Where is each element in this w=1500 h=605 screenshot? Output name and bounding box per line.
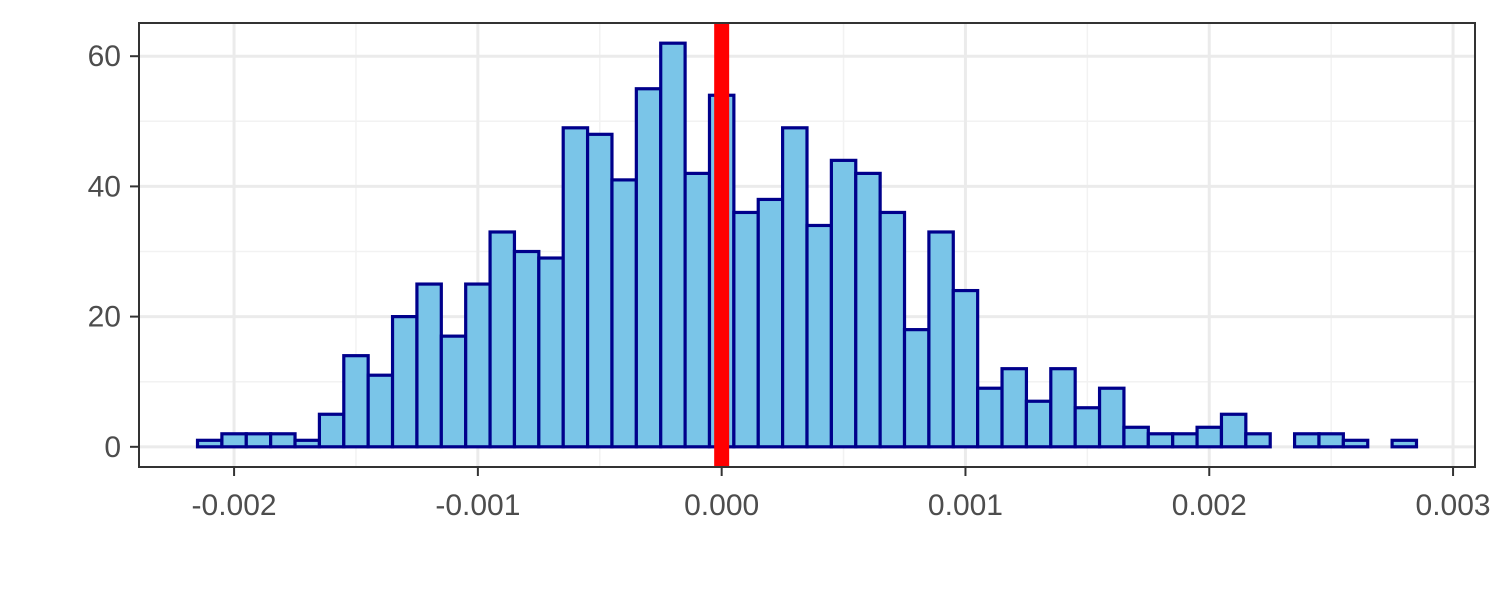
x-tick-label: -0.001 <box>435 489 520 522</box>
y-tick-label: 60 <box>88 40 121 73</box>
y-tick-label: 20 <box>88 301 121 334</box>
histogram-bar <box>537 256 565 449</box>
histogram-bar <box>293 438 322 449</box>
histogram-bar <box>1341 438 1370 449</box>
histogram-bar <box>1171 432 1199 449</box>
histogram-bar <box>756 197 785 449</box>
x-tick-label: 0.003 <box>1416 489 1491 522</box>
histogram-bar <box>342 354 370 449</box>
histogram-bar <box>659 41 687 449</box>
histogram-bar <box>1097 386 1126 449</box>
histogram-bar <box>1049 367 1077 449</box>
histogram-bar <box>512 249 541 449</box>
histogram-bar <box>610 178 638 449</box>
histogram-bar <box>878 210 907 449</box>
histogram-bar <box>805 223 833 449</box>
histogram-bar <box>683 171 712 449</box>
y-tick-label: 0 <box>104 431 121 464</box>
histogram-bar <box>464 282 492 449</box>
histogram-bar <box>269 432 297 449</box>
histogram-bar <box>951 288 980 449</box>
histogram-bar <box>829 158 858 449</box>
histogram-bar <box>1195 425 1224 449</box>
histogram-bar <box>244 432 273 449</box>
histogram-bars <box>195 41 1419 449</box>
histogram-bar <box>439 334 468 449</box>
histogram-bar <box>390 315 419 449</box>
histogram-bar <box>1244 432 1272 449</box>
histogram-bar <box>854 171 882 449</box>
histogram-bar <box>781 126 809 449</box>
histogram-bar <box>220 432 248 449</box>
x-axis: -0.002 -0.001 0.000 0.001 0.002 0.003 <box>192 467 1491 522</box>
histogram-bar <box>1292 432 1321 449</box>
histogram-bar <box>1073 406 1102 449</box>
histogram-bar <box>1317 432 1345 449</box>
histogram-bar <box>585 132 614 449</box>
histogram-bar <box>366 373 395 449</box>
x-tick-label: 0.000 <box>684 489 759 522</box>
histogram-bar <box>634 87 663 449</box>
histogram-bar <box>976 386 1004 449</box>
histogram-bar <box>488 230 517 449</box>
y-tick-label: 40 <box>88 170 121 203</box>
x-tick-label: 0.002 <box>1172 489 1247 522</box>
histogram-bar <box>1390 438 1419 449</box>
histogram-bar <box>1122 425 1150 449</box>
histogram-bar <box>415 282 443 449</box>
histogram-bar <box>317 412 346 449</box>
histogram-bar <box>1219 412 1248 449</box>
x-tick-label: 0.001 <box>928 489 1003 522</box>
histogram-bar <box>902 328 931 449</box>
y-axis: 0 20 40 60 <box>88 40 139 464</box>
histogram-bar <box>1000 367 1029 449</box>
histogram-bar <box>927 230 955 449</box>
x-tick-label: -0.002 <box>192 489 277 522</box>
histogram-bar <box>195 438 224 449</box>
histogram-bar <box>732 210 760 449</box>
histogram-bar <box>561 126 590 449</box>
panel-border <box>138 22 1476 468</box>
histogram-bar <box>1024 399 1053 449</box>
histogram-bar <box>1146 432 1175 449</box>
